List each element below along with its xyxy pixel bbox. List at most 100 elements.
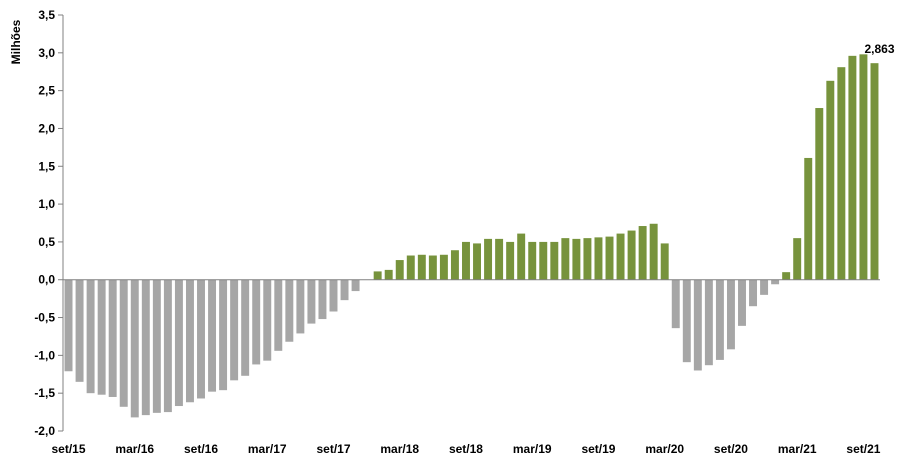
bar [417, 254, 426, 280]
bar [550, 241, 559, 280]
bar [782, 272, 791, 280]
bar [671, 279, 680, 329]
bar [197, 279, 205, 399]
bar [141, 279, 150, 416]
bar [108, 279, 117, 397]
bars-group [64, 54, 879, 418]
y-axis-ticks: -2,0 -1,5 -1,0 -0,5 0,0 0,5 1,0 1,5 2,0 2,5 3,0 3,5 [34, 8, 63, 438]
bar [583, 238, 592, 280]
bar [340, 279, 349, 301]
bar [517, 233, 526, 280]
bar [594, 237, 603, 280]
bar [572, 238, 581, 280]
bar [296, 279, 305, 334]
bar [241, 279, 250, 376]
bar [484, 238, 493, 280]
x-tick-label: set/18 [449, 442, 483, 456]
bar [506, 241, 515, 280]
bar [649, 223, 658, 280]
bar [826, 80, 835, 280]
bar [86, 279, 95, 394]
bar [605, 236, 614, 280]
bar [119, 279, 128, 407]
x-tick-label: set/15 [52, 442, 86, 456]
bar [539, 241, 548, 280]
bar [450, 250, 459, 280]
bar [660, 243, 669, 280]
bar [185, 279, 194, 403]
bar [837, 67, 846, 280]
bar [462, 241, 470, 280]
bar [373, 271, 382, 280]
bar [815, 108, 824, 280]
x-tick-label: set/21 [846, 442, 880, 456]
last-bar-data-label: 2,863 [864, 42, 894, 56]
bar [793, 238, 802, 280]
bar [384, 269, 393, 280]
bar [804, 157, 813, 280]
bar [163, 279, 172, 413]
bar [75, 279, 84, 382]
bar [174, 279, 183, 407]
x-tick-label: set/20 [714, 442, 748, 456]
x-tick-label: mar/19 [513, 442, 552, 456]
y-tick-label: -2,0 [34, 424, 55, 438]
x-tick-label: set/17 [316, 442, 350, 456]
bar [263, 279, 272, 361]
bar [130, 279, 139, 418]
bar [627, 230, 636, 280]
x-tick-label: set/19 [581, 442, 615, 456]
bar [351, 279, 360, 292]
x-tick-label: mar/17 [248, 442, 287, 456]
y-tick-label: 0,5 [38, 235, 55, 249]
bar [252, 279, 261, 365]
bar [738, 279, 746, 326]
bar [682, 279, 691, 363]
bar [771, 279, 780, 285]
bar [638, 226, 647, 280]
bar [561, 238, 570, 280]
x-tick-label: mar/20 [645, 442, 684, 456]
bar [749, 279, 758, 307]
bar [230, 279, 239, 381]
x-tick-label: mar/18 [380, 442, 419, 456]
bar [152, 279, 161, 413]
bar [318, 279, 327, 320]
bar [715, 279, 724, 360]
bar [760, 279, 769, 295]
x-tick-label: set/16 [184, 442, 218, 456]
bar [64, 279, 73, 372]
bar [395, 260, 404, 280]
bar [285, 279, 294, 342]
bar [859, 54, 868, 280]
bar [726, 279, 735, 350]
x-tick-label: mar/16 [115, 442, 154, 456]
x-axis-ticks: set/15 mar/16 set/16 mar/17 set/17 mar/18 set/… [52, 442, 881, 456]
bar [870, 63, 879, 280]
y-tick-label: 2,5 [38, 84, 55, 98]
bar [848, 55, 857, 280]
bar [274, 279, 283, 351]
x-tick-label: mar/21 [778, 442, 817, 456]
y-tick-label: 1,5 [38, 159, 55, 173]
bar [329, 279, 338, 312]
y-tick-label: 0,0 [38, 273, 55, 287]
y-tick-label: 1,0 [38, 197, 55, 211]
bar [528, 241, 537, 280]
y-tick-label: -0,5 [34, 311, 55, 325]
bar [439, 254, 448, 280]
bar [97, 279, 106, 395]
bar [406, 255, 415, 280]
y-tick-label: 2,0 [38, 121, 55, 135]
y-tick-label: 3,0 [38, 46, 55, 60]
bar [473, 243, 481, 280]
bar [704, 279, 713, 366]
y-tick-label: -1,0 [34, 348, 55, 362]
bar [616, 233, 625, 280]
bar [208, 279, 217, 392]
bar [495, 238, 504, 280]
y-tick-label: 3,5 [38, 8, 55, 22]
bar [693, 279, 702, 371]
